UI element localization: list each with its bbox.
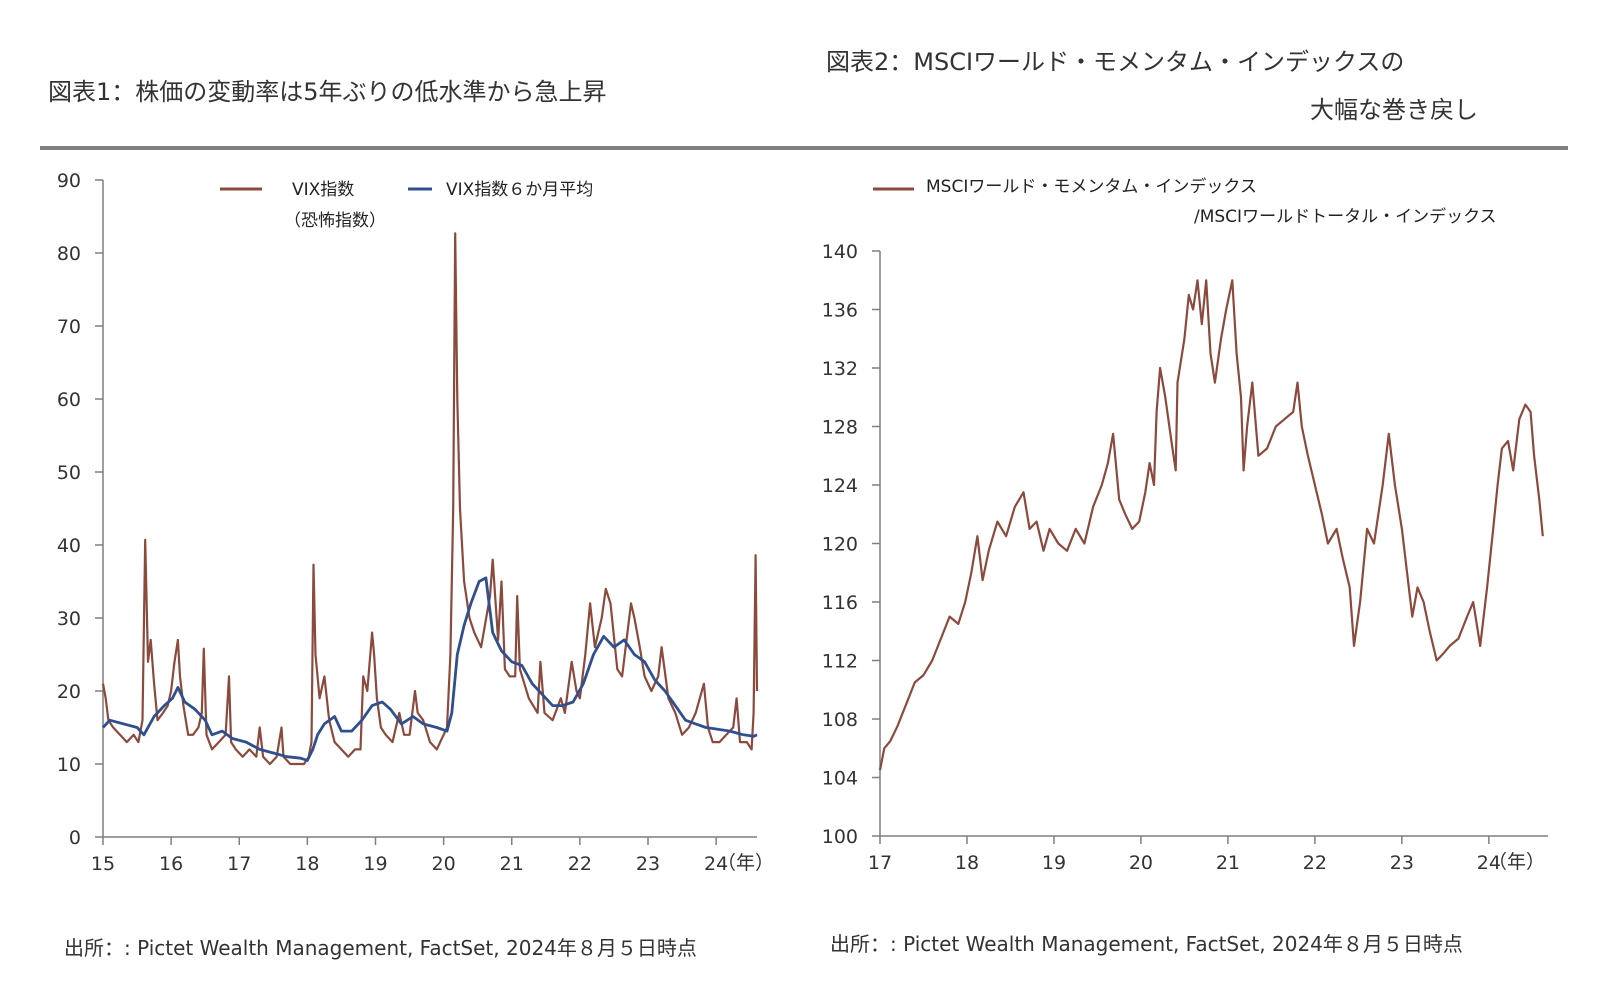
x-tick-label: 24 <box>1477 852 1501 874</box>
x-tick-label: 19 <box>363 853 387 875</box>
x-tick-label: 20 <box>1129 852 1153 874</box>
y-tick-label: 112 <box>822 651 858 673</box>
x-axis-unit-label: （年） <box>1488 851 1545 873</box>
y-tick-label: 40 <box>57 535 81 557</box>
y-tick-label: 30 <box>57 608 81 630</box>
y-tick-label: 0 <box>69 827 81 849</box>
x-axis-unit-label: （年） <box>717 852 774 874</box>
y-tick-label: 10 <box>57 754 81 776</box>
chart1-source: 出所：: Pictet Wealth Management, FactSet, … <box>64 936 697 960</box>
series-line-1 <box>878 279 1544 771</box>
chart2-title-line1: 図表2：MSCIワールド・モメンタム・インデックスの <box>826 48 1405 76</box>
x-tick-label: 21 <box>500 853 524 875</box>
y-tick-label: 136 <box>822 300 858 322</box>
series-line-2 <box>101 576 758 762</box>
y-tick-label: 120 <box>822 534 858 556</box>
x-tick-label: 20 <box>432 853 456 875</box>
y-tick-label: 132 <box>822 358 858 380</box>
x-tick-label: 19 <box>1042 852 1066 874</box>
y-tick-label: 124 <box>822 475 858 497</box>
chart2-msci-momentum: 100 104 108 112 116 120 124 128 132 136 140 17 18 19 2… <box>822 176 1548 874</box>
y-tick-label: 128 <box>822 417 858 439</box>
header-rule <box>40 146 1568 150</box>
legend-label: VIX指数６か月平均 <box>446 180 593 200</box>
y-tick-label: 70 <box>57 316 81 338</box>
y-tick-label: 20 <box>57 681 81 703</box>
chart2-title-line2: 大幅な巻き戻し <box>1310 96 1478 124</box>
x-tick-label: 17 <box>227 853 251 875</box>
legend-label: VIX指数 <box>292 180 354 200</box>
x-tick-label: 15 <box>91 853 115 875</box>
y-tick-label: 104 <box>822 768 858 790</box>
x-tick-label: 23 <box>636 853 660 875</box>
y-tick-label: 90 <box>57 170 81 192</box>
x-tick-label: 22 <box>1303 852 1327 874</box>
x-tick-label: 23 <box>1390 852 1414 874</box>
legend-label: MSCIワールド・モメンタム・インデックス <box>926 176 1257 197</box>
x-tick-label: 16 <box>159 853 183 875</box>
y-tick-label: 80 <box>57 243 81 265</box>
y-tick-label: 140 <box>822 241 858 263</box>
x-tick-label: 22 <box>568 853 592 875</box>
x-tick-label: 18 <box>955 852 979 874</box>
x-tick-label: 18 <box>295 853 319 875</box>
series-line-1 <box>101 232 759 766</box>
x-tick-label: 17 <box>868 852 892 874</box>
x-tick-label: 21 <box>1216 852 1240 874</box>
y-tick-label: 108 <box>822 709 858 731</box>
legend-sublabel: （恐怖指数） <box>284 211 386 231</box>
chart2-source: 出所：: Pictet Wealth Management, FactSet, … <box>830 932 1463 956</box>
x-tick-label: 24 <box>704 853 728 875</box>
chart1-title: 図表1：株価の変動率は5年ぶりの低水準から急上昇 <box>48 78 607 106</box>
y-tick-label: 100 <box>822 826 858 848</box>
y-tick-label: 116 <box>822 592 858 614</box>
y-tick-label: 60 <box>57 389 81 411</box>
legend-sublabel: /MSCIワールドトータル・インデックス <box>1194 206 1497 227</box>
y-tick-label: 50 <box>57 462 81 484</box>
